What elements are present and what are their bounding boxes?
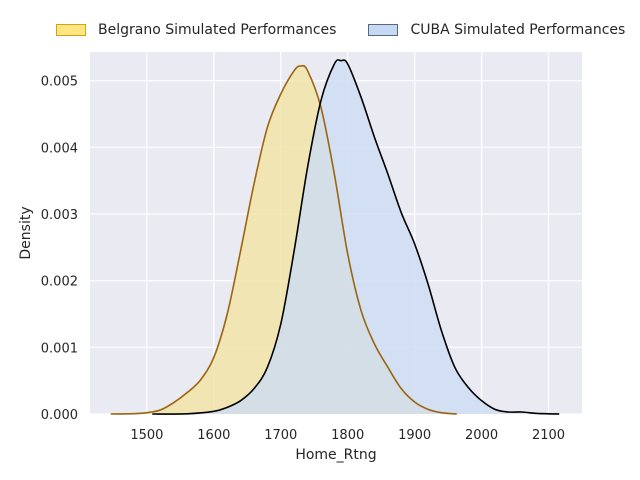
x-tick-label: 1900 xyxy=(398,428,431,443)
x-tick-label: 1700 xyxy=(264,428,297,443)
legend: Belgrano Simulated Performances CUBA Sim… xyxy=(56,20,640,40)
x-tick-label: 1800 xyxy=(331,428,364,443)
series-area-0 xyxy=(110,65,457,415)
x-tick-label: 2000 xyxy=(465,428,498,443)
x-tick-label: 2100 xyxy=(532,428,565,443)
y-tick-label: 0.002 xyxy=(41,275,78,290)
series-area-1 xyxy=(152,59,560,415)
y-axis-label: Density xyxy=(18,206,34,259)
legend-swatch-cuba xyxy=(368,24,399,36)
series-line-1 xyxy=(152,59,560,415)
y-tick-label: 0.005 xyxy=(41,75,78,90)
series-line-0 xyxy=(110,64,457,415)
x-tick-label: 1500 xyxy=(130,428,163,443)
y-tick-label: 0.001 xyxy=(41,341,78,356)
legend-swatch-belgrano xyxy=(56,24,86,36)
x-axis-ticks: 1500 1600 1700 1800 1900 2000 2100 xyxy=(130,428,565,443)
legend-label-cuba: CUBA Simulated Performances xyxy=(410,22,626,38)
y-tick-label: 0.004 xyxy=(41,141,78,156)
density-areas xyxy=(110,59,560,415)
legend-item-cuba: CUBA Simulated Performances xyxy=(368,22,625,38)
y-axis-ticks: 0.000 0.001 0.002 0.003 0.004 0.005 xyxy=(41,75,78,423)
x-axis-label: Home_Rtng xyxy=(295,447,376,463)
legend-item-belgrano: Belgrano Simulated Performances xyxy=(56,22,336,38)
x-tick-label: 1600 xyxy=(197,428,230,443)
y-tick-label: 0.003 xyxy=(41,208,78,223)
legend-label-belgrano: Belgrano Simulated Performances xyxy=(98,22,337,38)
y-tick-label: 0.000 xyxy=(41,408,78,423)
